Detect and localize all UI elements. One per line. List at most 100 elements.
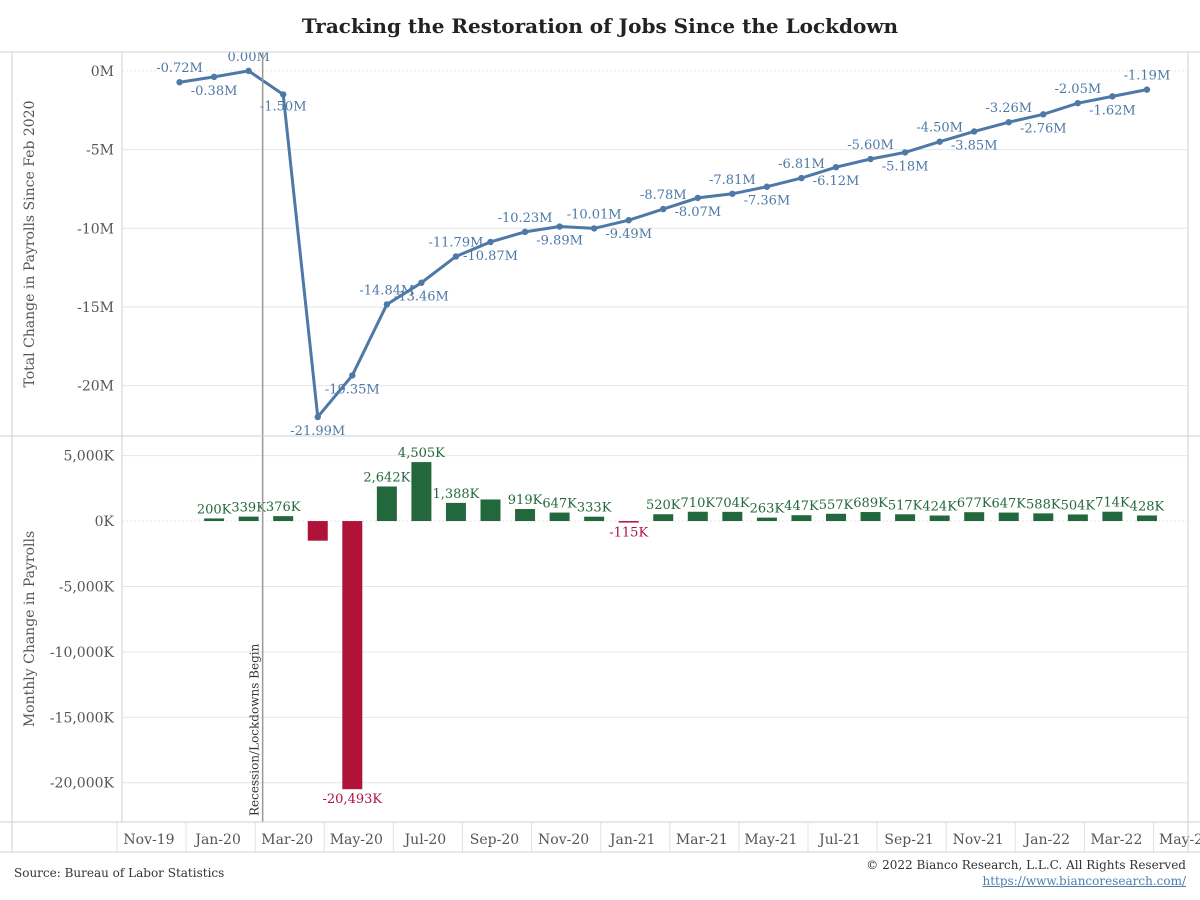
bar-data-label: 520K	[646, 498, 681, 513]
x-tick-label: Mar-22	[1090, 832, 1142, 848]
line-data-label: -7.81M	[709, 173, 756, 188]
line-data-label: -14.84M	[359, 283, 414, 298]
bar	[895, 514, 916, 522]
line-data-label: 0.00M	[228, 50, 270, 65]
line-point	[487, 238, 494, 246]
line-point	[452, 253, 460, 260]
bar-data-label: 263K	[750, 502, 785, 517]
line-point	[245, 67, 252, 75]
payroll-line	[179, 69, 1148, 421]
line-point	[1005, 118, 1012, 126]
bar-data-label: 647K	[991, 497, 1026, 512]
bar	[1033, 513, 1054, 522]
line-point	[418, 279, 425, 286]
line-data-label: -5.60M	[847, 138, 894, 153]
y-tick-label: -20M	[77, 379, 114, 395]
bar-data-label: 919K	[508, 493, 543, 508]
line-data-label: -19.35M	[325, 382, 380, 397]
line-point	[694, 194, 701, 202]
x-tick-label: Mar-21	[676, 832, 728, 848]
bar-data-label: 704K	[715, 496, 750, 511]
bar	[791, 515, 812, 522]
line-point	[590, 225, 598, 232]
bar-data-label: 517K	[888, 498, 923, 513]
bar-data-label: 2,642K	[363, 470, 410, 485]
line-data-label: -0.72M	[156, 61, 203, 76]
line-data-label: -6.81M	[778, 157, 825, 172]
line-point	[971, 128, 978, 135]
line-data-label: -3.85M	[951, 138, 998, 153]
line-point	[280, 91, 287, 98]
line-data-label: -1.19M	[1124, 69, 1171, 84]
x-tick-label: Jan-22	[1023, 832, 1071, 848]
bar-data-label: 588K	[1026, 497, 1061, 512]
line-point	[1074, 99, 1082, 107]
bar-data-label: 710K	[681, 496, 716, 511]
x-tick-label: Jul-20	[403, 832, 447, 848]
y-tick-label: -10,000K	[50, 645, 115, 661]
bar	[342, 521, 363, 790]
bar	[1067, 514, 1088, 522]
line-data-label: -2.05M	[1055, 82, 1102, 97]
line-point	[625, 217, 632, 224]
y-axis-title: Total Change in Payrolls Since Feb 2020	[22, 100, 38, 387]
line-point	[763, 183, 771, 190]
line-data-label: -0.38M	[191, 84, 238, 99]
line-point	[1040, 111, 1047, 118]
line-data-label: -11.79M	[428, 235, 483, 250]
line-point	[210, 73, 218, 81]
line-data-label: -13.46M	[394, 290, 449, 305]
y-tick-label: -5,000K	[59, 579, 115, 595]
x-tick-label: Mar-20	[261, 832, 313, 848]
line-data-label: -10.23M	[498, 211, 553, 226]
x-tick-label: May-20	[330, 832, 383, 848]
line-point	[521, 228, 529, 236]
y-tick-label: 5,000K	[63, 449, 114, 465]
bar	[445, 502, 466, 522]
line-data-label: -1.50M	[260, 99, 307, 114]
y-tick-label: -5M	[86, 143, 114, 159]
bar	[584, 516, 605, 522]
bar	[549, 512, 570, 522]
bar	[687, 511, 708, 522]
line-data-label: -4.50M	[916, 121, 963, 136]
line-data-label: -7.36M	[744, 194, 791, 209]
bar-data-label: 424K	[922, 500, 957, 515]
bar	[964, 512, 985, 522]
line-data-label: -10.01M	[567, 207, 622, 222]
bar	[653, 514, 674, 522]
bar	[376, 486, 397, 522]
chart-title: Tracking the Restoration of Jobs Since t…	[301, 14, 899, 38]
line-data-label: -1.62M	[1089, 103, 1136, 118]
x-tick-label: May-22	[1159, 832, 1200, 848]
y-tick-label: -15,000K	[50, 710, 115, 726]
bar-data-label: -20,493K	[323, 792, 383, 807]
y-tick-label: 0K	[95, 514, 115, 530]
line-point	[176, 79, 183, 86]
source-note: Source: Bureau of Labor Statistics	[14, 866, 225, 880]
bar	[618, 521, 639, 523]
x-tick-label: Sep-20	[470, 832, 519, 848]
bar-data-label: 677K	[957, 496, 992, 511]
bar-data-label: 376K	[266, 500, 301, 515]
x-tick-label: Nov-20	[538, 832, 589, 848]
line-point	[1143, 86, 1151, 93]
line-data-label: -21.99M	[290, 424, 345, 439]
bar	[307, 521, 328, 541]
y-tick-label: -10M	[77, 221, 114, 237]
line-data-label: -2.76M	[1020, 121, 1067, 136]
x-tick-label: Sep-21	[884, 832, 933, 848]
line-data-label: -9.49M	[605, 227, 652, 242]
x-tick-label: Nov-19	[123, 832, 174, 848]
bar-data-label: 1,388K	[432, 487, 479, 502]
event-label: Recession/Lockdowns Begin	[248, 643, 262, 816]
bar	[929, 515, 950, 522]
x-tick-label: Jan-20	[193, 832, 241, 848]
x-tick-label: May-21	[744, 832, 797, 848]
line-point	[314, 413, 321, 421]
bar-data-label: 504K	[1061, 498, 1096, 513]
y-tick-label: 0M	[91, 64, 114, 80]
website-link[interactable]: https://www.biancoresearch.com/	[982, 874, 1186, 888]
y-axis-title: Monthly Change in Payrolls	[22, 531, 38, 727]
